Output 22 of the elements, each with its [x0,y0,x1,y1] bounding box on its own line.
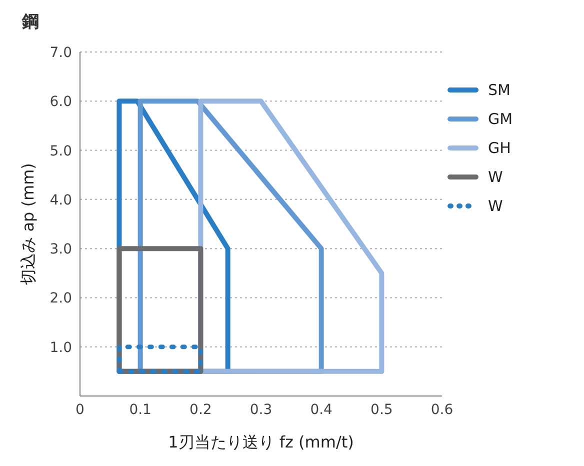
x-tick-label: 0 [76,402,84,418]
y-tick-label: 5.0 [50,143,72,160]
y-tick-label: 4.0 [50,192,72,208]
y-tick-label: 6.0 [50,94,72,110]
legend-label: SM [488,80,510,98]
y-tick-label: 1.0 [50,340,72,356]
x-tick-label: 0.6 [430,402,454,418]
y-axis-title: 切込み ap (mm) [18,163,38,285]
x-tick-label: 0.1 [129,402,152,418]
y-tick-label: 2.0 [50,290,72,307]
x-tick-label: 0.5 [370,402,393,418]
chart-title: 鋼 [20,11,40,34]
y-tick-label: 3.0 [50,242,72,258]
x-axis-title: 1刃当たり送り fz (mm/t) [168,432,354,452]
legend-label: GH [488,138,511,156]
x-tick-label: 0.4 [310,402,333,418]
legend-label: GM [488,110,513,128]
legend-label: W [488,168,503,186]
x-tick-label: 0.2 [190,402,212,418]
legend-label: W [488,196,503,214]
y-tick-label: 7.0 [50,44,72,61]
x-tick-label: 0.3 [250,402,272,418]
